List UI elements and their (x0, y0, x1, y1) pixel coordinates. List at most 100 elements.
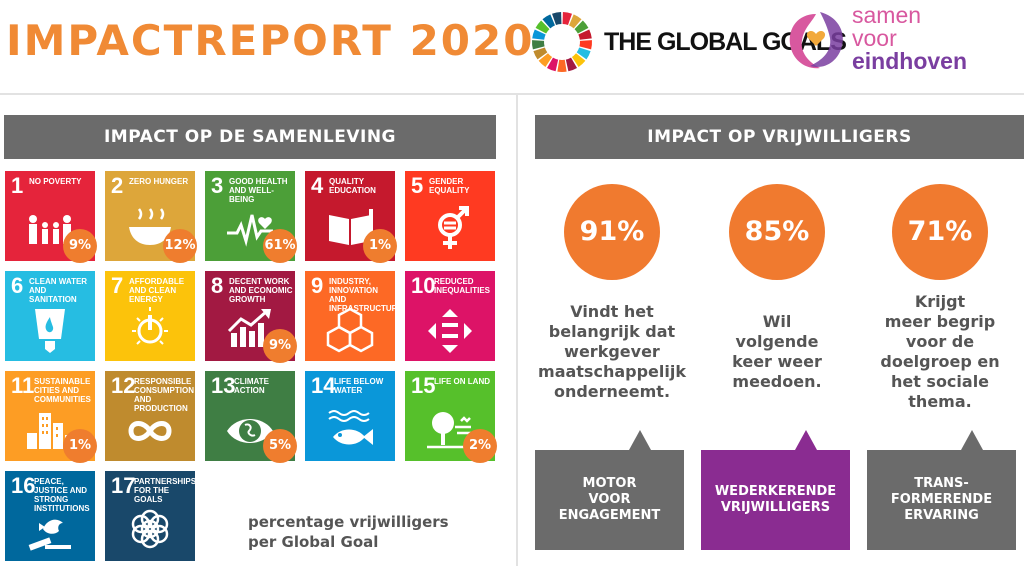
dove-gavel-icon (28, 519, 71, 551)
statement-line: meedoen. (732, 372, 822, 391)
callout-line: MOTOR (582, 476, 637, 491)
sdg-label: SUSTAINABLE CITIES AND COMMUNITIES (34, 377, 91, 404)
hands-heart-icon (789, 12, 843, 69)
statement-line: Vindt het (570, 302, 654, 321)
sdg-number: 13 (211, 373, 236, 398)
percentage-badge: 12% (163, 229, 197, 263)
statement-line: meer begrip (884, 312, 996, 331)
callout-line: WEDERKERENDE (714, 484, 837, 499)
sdg-number: 7 (111, 273, 124, 298)
legend-line: per Global Goal (248, 533, 379, 551)
sdg-label: INDUSTRY, INNOVATION AND INFRASTRUCTURE (329, 277, 403, 313)
sdg-number: 3 (211, 173, 224, 198)
callout-line: TRANS- (914, 476, 969, 491)
global-goals-logo-text: THE GLOBAL GOALS (604, 28, 847, 56)
sdg-label: QUALITY EDUCATION (329, 177, 376, 195)
section-heading-society: IMPACT OP DE SAMENLEVING (4, 115, 496, 159)
sdg-number: 12 (111, 373, 136, 398)
callout-pointer (961, 430, 983, 450)
sdg-number: 14 (311, 373, 336, 398)
sdg-tile-11: 11 SUSTAINABLE CITIES AND COMMUNITIES 1% (5, 371, 97, 463)
power-icon (132, 307, 168, 345)
callout-line: VRIJWILLIGERS (720, 500, 831, 515)
rings-icon (131, 509, 169, 549)
sdg-tile-14: 14 LIFE BELOW WATER (305, 371, 395, 461)
header-divider (0, 93, 1024, 95)
sdg-label: CLIMATE ACTION (234, 377, 269, 395)
tree-icon (427, 412, 473, 449)
sdg-label: REDUCED INEQUALITIES (434, 277, 491, 295)
percentage-badge: 9% (63, 229, 97, 263)
stat-statement: Wil volgende keer weer meedoen. (697, 312, 857, 392)
sdg-tile-9: 9 INDUSTRY, INNOVATION AND INFRASTRUCTURE (305, 271, 403, 361)
statement-line: Krijgt (914, 292, 966, 311)
statement-line: onderneemt. (553, 382, 671, 401)
samen-voor-eindhoven-logo-text: samen voor eindhoven (852, 4, 967, 73)
callout-line: ENGAGEMENT (558, 508, 661, 523)
sdg-number: 2 (111, 173, 124, 198)
callout-pointer (795, 430, 817, 450)
sdg-label: GOOD HEALTH AND WELL-BEING (229, 177, 288, 204)
sdg-tile-13: 13 CLIMATE ACTION 5% (205, 371, 297, 463)
sdg-number: 9 (311, 273, 324, 298)
sdg-tile-16: 16 PEACE, JUSTICE AND STRONG INSTITUTIONS (5, 471, 95, 561)
sdg-label: PEACE, JUSTICE AND STRONG INSTITUTIONS (34, 477, 90, 513)
sdg-tile-5: 5 GENDER EQUALITY (405, 171, 495, 261)
callout-box: TRANS- FORMERENDE ERVARING (867, 450, 1016, 550)
callout-line: FORMERENDE (890, 492, 993, 507)
sdg-label: LIFE ON LAND (434, 377, 490, 386)
page-title: IMPACTREPORT 2020 (6, 16, 535, 65)
sdg-number: 5 (411, 173, 424, 198)
section-heading-volunteers: IMPACT OP VRIJWILLIGERS (535, 115, 1024, 159)
callout-box: MOTOR VOOR ENGAGEMENT (535, 450, 684, 550)
statement-line: thema. (908, 392, 972, 411)
sdg-label: LIFE BELOW WATER (334, 377, 384, 395)
sdg-tile-15: 15 LIFE ON LAND 2% (405, 371, 497, 463)
equality-icon (428, 309, 472, 353)
percentage-badge: 1% (63, 429, 97, 463)
statement-line: keer weer (732, 352, 822, 371)
sdg-tile-7: 7 AFFORDABLE AND CLEAN ENERGY (105, 271, 195, 361)
sdg-tile-6: 6 CLEAN WATER AND SANITATION (5, 271, 95, 361)
sdg-number: 1 (11, 173, 24, 198)
sdg-label: CLEAN WATER AND SANITATION (29, 277, 88, 304)
sdg-tile-1: 1 NO POVERTY 9% (5, 171, 97, 263)
sdg-label: AFFORDABLE AND CLEAN ENERGY (129, 277, 185, 304)
logo-line-voor: voor (852, 25, 897, 51)
sdg-tile-2: 2 ZERO HUNGER 12% (105, 171, 197, 263)
global-goals-wheel-icon (532, 12, 592, 72)
stat-circle: 71% (892, 184, 988, 280)
statement-line: voor de (905, 332, 975, 351)
bowl-icon (129, 208, 171, 245)
callout-line: VOOR (588, 492, 631, 507)
sdg-tile-10: 10 REDUCED INEQUALITIES (405, 271, 495, 361)
logo-line-eindhoven: eindhoven (852, 48, 968, 74)
sdg-number: 8 (211, 273, 224, 298)
cubes-icon (326, 307, 374, 353)
legend-line: percentage vrijwilligers (248, 513, 449, 531)
eye-globe-icon (227, 419, 273, 443)
fish-icon (328, 410, 373, 445)
callout-text: WEDERKERENDE VRIJWILLIGERS (715, 484, 836, 516)
statement-line: volgende (735, 332, 819, 351)
sdg-tile-4: 4 QUALITY EDUCATION 1% (305, 171, 397, 263)
percentage-badge: 1% (363, 229, 397, 263)
sdg-label: DECENT WORK AND ECONOMIC GROWTH (229, 277, 293, 304)
sdg-label: ZERO HUNGER (129, 177, 189, 186)
sdg-tile-3: 3 GOOD HEALTH AND WELL-BEING 61% (205, 171, 297, 263)
callout-box: WEDERKERENDE VRIJWILLIGERS (701, 450, 850, 550)
statement-line: Wil (762, 312, 792, 331)
stat-statement: Krijgt meer begrip voor de doelgroep en het … (860, 292, 1020, 412)
book-icon (329, 209, 373, 245)
sdg-number: 11 (11, 373, 35, 398)
growth-chart-icon (227, 309, 271, 347)
callout-pointer (629, 430, 651, 450)
sdg-number: 10 (411, 273, 436, 298)
percentage-badge: 9% (263, 329, 297, 363)
percentage-badge: 61% (263, 229, 297, 263)
section-divider (516, 95, 518, 566)
statement-line: belangrijk dat (548, 322, 676, 341)
sdg-label: GENDER EQUALITY (429, 177, 470, 195)
logo-line-samen: samen (852, 2, 922, 28)
percentage-badge: 2% (463, 429, 497, 463)
